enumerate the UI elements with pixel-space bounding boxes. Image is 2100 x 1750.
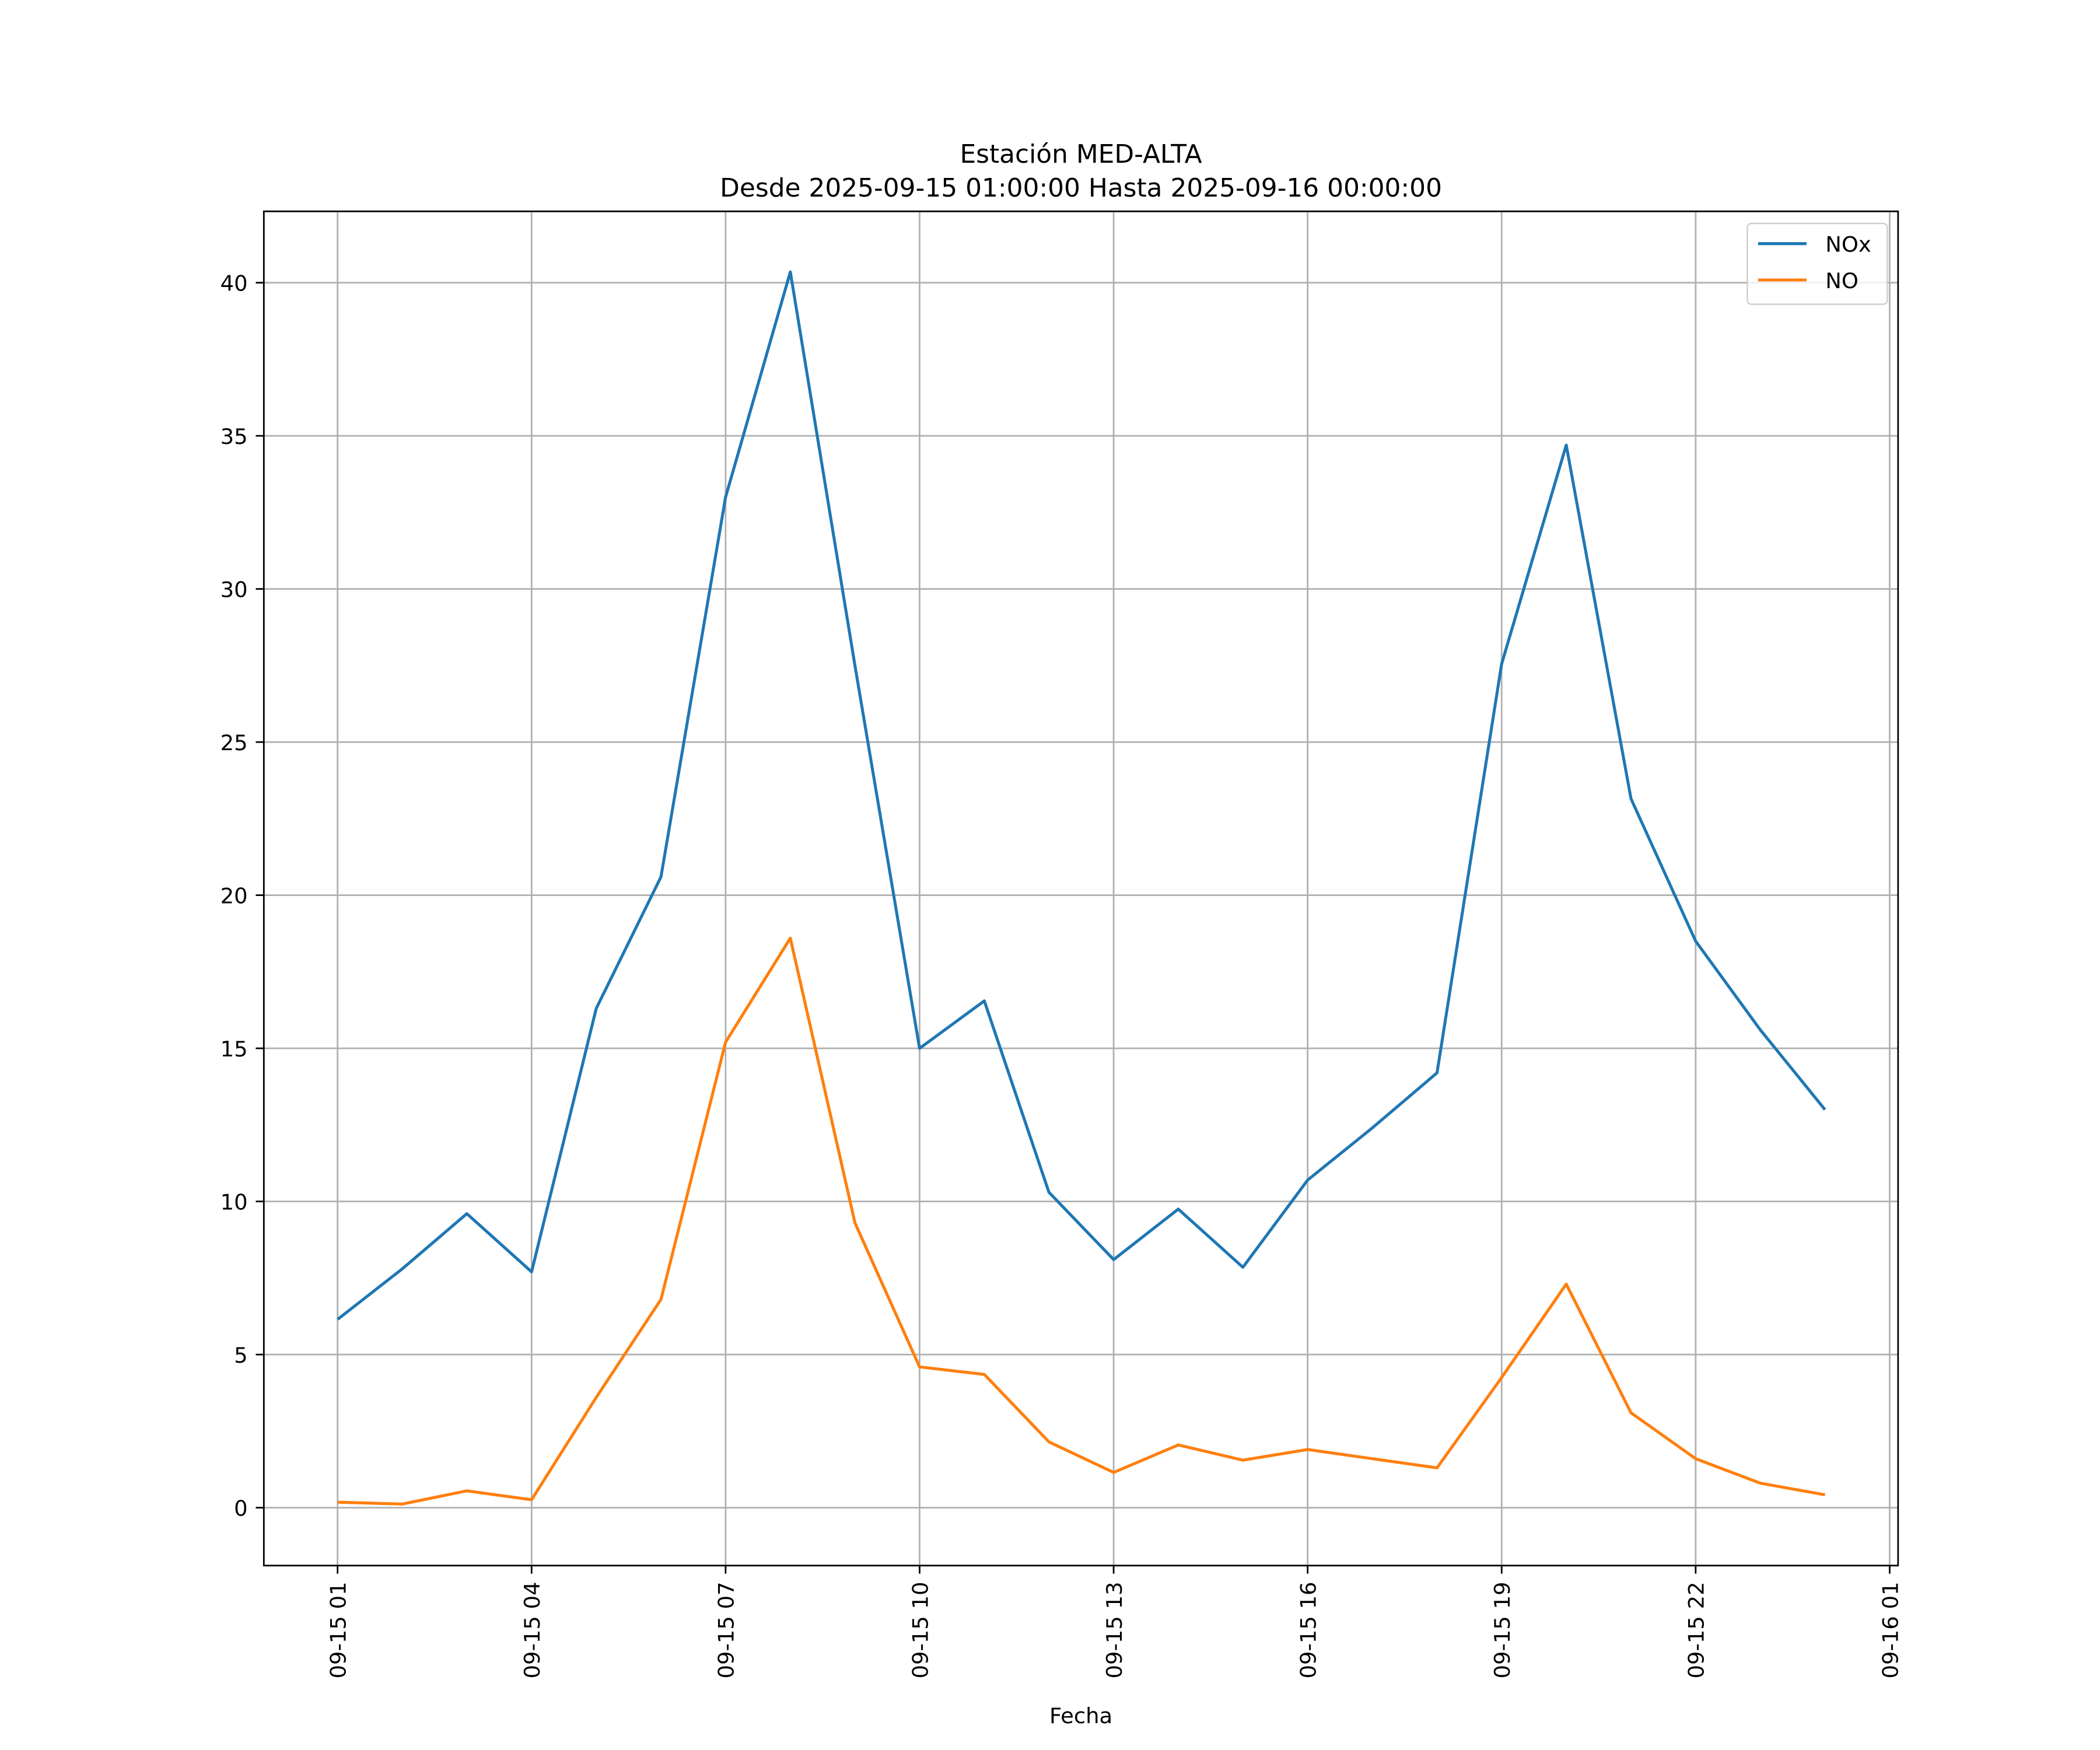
series-group — [337, 270, 1826, 1506]
y-tick-label: 35 — [220, 424, 248, 449]
x-axis: 09-15 01 09-15 04 09-15 07 09-15 10 09-15 13… — [326, 1565, 1903, 1679]
x-tick-label: 09-15 16 — [1296, 1582, 1321, 1679]
x-tick-label: 09-16 01 — [1878, 1582, 1903, 1679]
y-tick-label: 25 — [220, 730, 248, 755]
x-tick-label: 09-15 07 — [714, 1582, 739, 1679]
y-axis: 0 5 10 15 20 25 30 35 40 — [220, 271, 264, 1521]
y-tick-label: 0 — [234, 1496, 247, 1521]
x-tick-label: 09-15 19 — [1490, 1582, 1515, 1679]
legend-label-no: NO — [1825, 268, 1859, 293]
legend: NOx NO — [1746, 222, 1888, 305]
series-line-no — [337, 936, 1825, 1506]
chart-title: Estación MED-ALTA — [960, 139, 1202, 169]
y-tick-label: 10 — [220, 1189, 248, 1214]
x-tick-label: 09-15 13 — [1102, 1582, 1127, 1679]
grid — [264, 211, 1898, 1566]
x-tick-label: 09-15 22 — [1684, 1582, 1709, 1679]
x-tick-label: 09-15 04 — [520, 1582, 545, 1679]
y-tick-label: 30 — [220, 577, 248, 602]
x-tick-label: 09-15 01 — [326, 1582, 351, 1679]
x-axis-label: Fecha — [1049, 1703, 1112, 1728]
y-tick-label: 40 — [220, 271, 248, 296]
series-line-nox — [337, 270, 1826, 1321]
y-tick-label: 20 — [220, 883, 248, 908]
x-tick-label: 09-15 10 — [908, 1582, 933, 1679]
y-tick-label: 5 — [234, 1343, 247, 1368]
y-tick-label: 15 — [220, 1037, 248, 1062]
chart-subtitle: Desde 2025-09-15 01:00:00 Hasta 2025-09-… — [720, 173, 1442, 203]
plot-frame — [262, 210, 1899, 1567]
legend-label-nox: NOx — [1825, 232, 1871, 257]
